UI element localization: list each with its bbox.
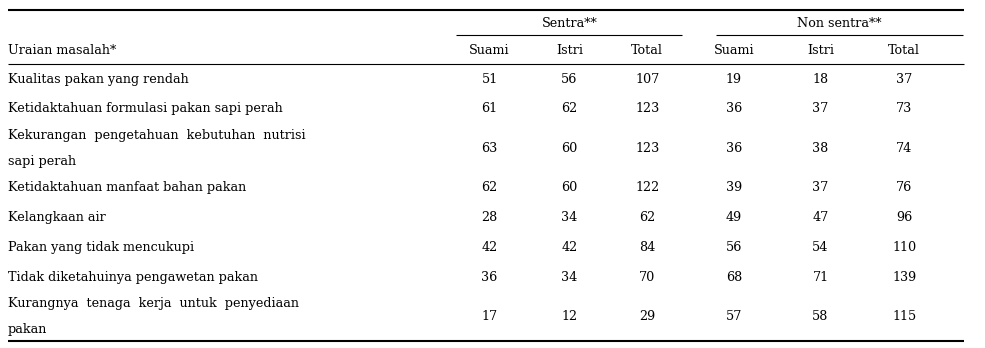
Text: Istri: Istri xyxy=(556,44,583,57)
Text: 47: 47 xyxy=(813,211,828,224)
Text: 56: 56 xyxy=(561,73,577,86)
Text: 68: 68 xyxy=(726,271,742,284)
Text: Suami: Suami xyxy=(469,44,510,57)
Text: Ketidaktahuan formulasi pakan sapi perah: Ketidaktahuan formulasi pakan sapi perah xyxy=(8,102,283,116)
Text: 70: 70 xyxy=(639,271,655,284)
Text: Sentra**: Sentra** xyxy=(542,17,597,30)
Text: 71: 71 xyxy=(813,271,828,284)
Text: Kekurangan  pengetahuan  kebutuhan  nutrisi: Kekurangan pengetahuan kebutuhan nutrisi xyxy=(8,129,305,142)
Text: 36: 36 xyxy=(726,142,742,155)
Text: 115: 115 xyxy=(892,310,916,323)
Text: Uraian masalah*: Uraian masalah* xyxy=(8,44,116,57)
Text: Total: Total xyxy=(631,44,663,57)
Text: 123: 123 xyxy=(635,102,659,116)
Text: 96: 96 xyxy=(896,211,912,224)
Text: 19: 19 xyxy=(726,73,742,86)
Text: sapi perah: sapi perah xyxy=(8,155,76,168)
Text: 18: 18 xyxy=(813,73,828,86)
Text: 42: 42 xyxy=(482,241,497,254)
Text: 37: 37 xyxy=(813,102,828,116)
Text: 84: 84 xyxy=(639,241,655,254)
Text: 28: 28 xyxy=(482,211,497,224)
Text: 139: 139 xyxy=(892,271,916,284)
Text: 57: 57 xyxy=(726,310,742,323)
Text: 110: 110 xyxy=(892,241,916,254)
Text: 29: 29 xyxy=(639,310,655,323)
Text: 107: 107 xyxy=(635,73,659,86)
Text: 56: 56 xyxy=(726,241,742,254)
Text: 36: 36 xyxy=(726,102,742,116)
Text: Istri: Istri xyxy=(807,44,834,57)
Text: 74: 74 xyxy=(896,142,912,155)
Text: 63: 63 xyxy=(482,142,497,155)
Text: pakan: pakan xyxy=(8,323,47,336)
Text: 60: 60 xyxy=(561,181,577,194)
Text: 62: 62 xyxy=(639,211,655,224)
Text: 122: 122 xyxy=(635,181,659,194)
Text: 49: 49 xyxy=(726,211,742,224)
Text: Suami: Suami xyxy=(713,44,755,57)
Text: 54: 54 xyxy=(813,241,828,254)
Text: 34: 34 xyxy=(561,271,577,284)
Text: Kelangkaan air: Kelangkaan air xyxy=(8,211,105,224)
Text: Non sentra**: Non sentra** xyxy=(797,17,882,30)
Text: 42: 42 xyxy=(561,241,577,254)
Text: 39: 39 xyxy=(726,181,742,194)
Text: Total: Total xyxy=(888,44,920,57)
Text: 12: 12 xyxy=(561,310,577,323)
Text: 61: 61 xyxy=(482,102,497,116)
Text: 34: 34 xyxy=(561,211,577,224)
Text: 51: 51 xyxy=(482,73,497,86)
Text: Tidak diketahuinya pengawetan pakan: Tidak diketahuinya pengawetan pakan xyxy=(8,271,258,284)
Text: Kualitas pakan yang rendah: Kualitas pakan yang rendah xyxy=(8,73,189,86)
Text: 76: 76 xyxy=(896,181,912,194)
Text: Ketidaktahuan manfaat bahan pakan: Ketidaktahuan manfaat bahan pakan xyxy=(8,181,246,194)
Text: 38: 38 xyxy=(813,142,828,155)
Text: 17: 17 xyxy=(482,310,497,323)
Text: 62: 62 xyxy=(561,102,577,116)
Text: 37: 37 xyxy=(896,73,912,86)
Text: 62: 62 xyxy=(482,181,497,194)
Text: 37: 37 xyxy=(813,181,828,194)
Text: 60: 60 xyxy=(561,142,577,155)
Text: 123: 123 xyxy=(635,142,659,155)
Text: Pakan yang tidak mencukupi: Pakan yang tidak mencukupi xyxy=(8,241,194,254)
Text: Kurangnya  tenaga  kerja  untuk  penyediaan: Kurangnya tenaga kerja untuk penyediaan xyxy=(8,297,298,310)
Text: 58: 58 xyxy=(813,310,828,323)
Text: 36: 36 xyxy=(482,271,497,284)
Text: 73: 73 xyxy=(896,102,912,116)
